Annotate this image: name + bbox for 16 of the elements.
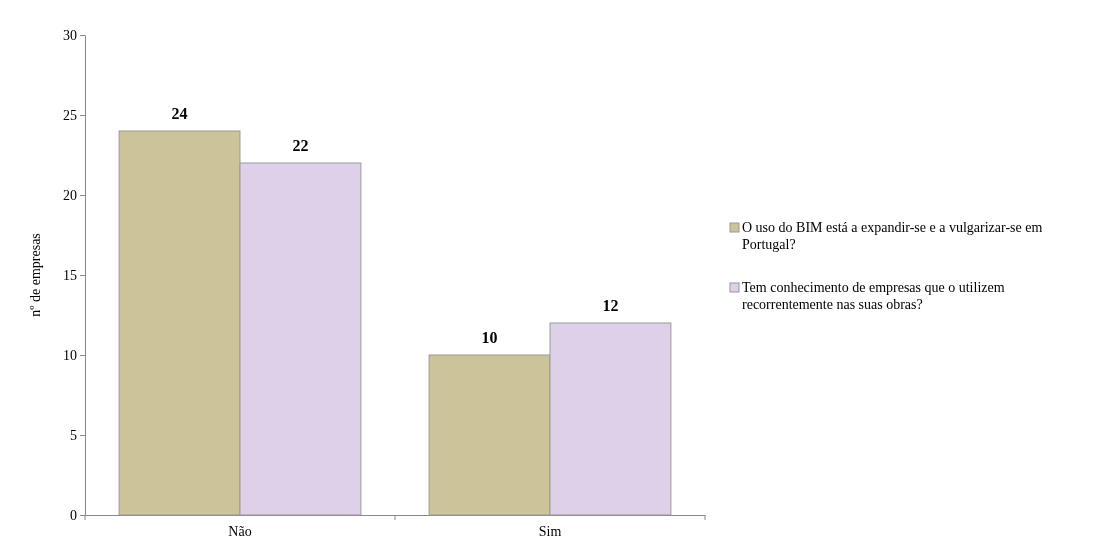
y-tick-label: 20	[63, 187, 77, 203]
y-tick-label: 30	[63, 27, 77, 43]
data-label: 22	[292, 137, 309, 154]
y-tick-label: 25	[63, 107, 77, 123]
y-tick-label: 0	[70, 507, 77, 523]
legend-label: O uso do BIM está a expandir-se e a vulgarizar-se em Portugal?	[742, 220, 1043, 252]
y-tick-label: 10	[63, 347, 77, 363]
y-axis-title: nº de empresas	[28, 233, 43, 317]
y-tick-label: 15	[63, 267, 77, 283]
legend-label: Tem conhecimento de empresas que o utilizem recorrentemente nas suas obras?	[742, 280, 1005, 312]
data-label: 10	[481, 329, 498, 346]
x-tick-label: Sim	[538, 524, 562, 540]
data-label: 12	[602, 297, 619, 314]
y-tick-label: 5	[70, 427, 77, 443]
data-label: 24	[171, 105, 188, 122]
x-tick-label: Não	[228, 524, 252, 540]
